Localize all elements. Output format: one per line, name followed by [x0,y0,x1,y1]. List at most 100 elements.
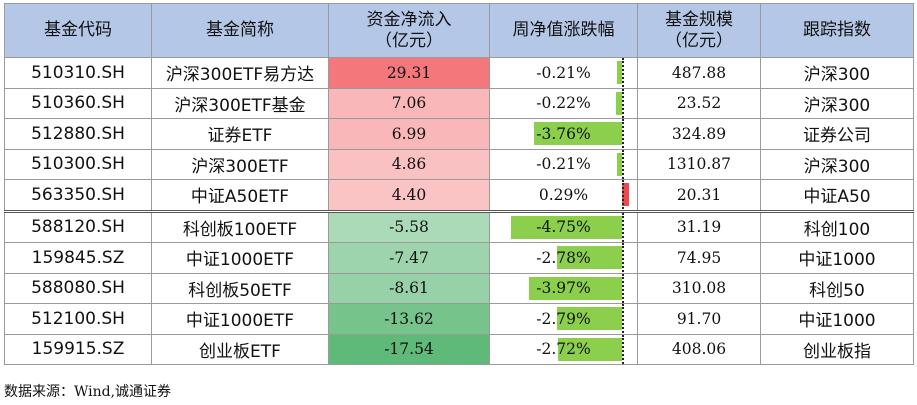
zero-axis-line [621,243,624,273]
fund-size-cell: 31.19 [637,209,761,243]
table-row: 588080.SH 科创板50ETF -8.61 -3.97% 310.08 科创50 [4,272,914,304]
fund-code-cell: 588080.SH [4,272,152,304]
table-row: 563350.SH 中证A50ETF 4.40 0.29% 20.31 中证A50 [4,179,914,212]
fund-code-cell: 510360.SH [4,87,152,119]
fund-code-cell: 512880.SH [4,118,152,150]
weekly-change-bar-area: -2.79% [491,304,637,334]
weekly-change-label: 0.29% [538,185,589,204]
fund-size-cell: 487.88 [637,57,761,89]
weekly-change-bar [616,61,622,85]
zero-axis-line [621,149,624,179]
weekly-change-cell: 0.29% [489,179,638,212]
table-row: 510300.SH 沪深300ETF 4.86 -0.21% 1310.87 沪深300 [4,148,914,180]
header-fund-name: 基金简称 [151,3,329,58]
fund-size-cell: 310.08 [637,272,761,304]
etf-fund-flow-table: 基金代码 基金简称 资金净流入 （亿元） 周净值涨跌幅 基金规模 （亿元） 跟踪… [4,3,914,365]
net-inflow-cell: 4.86 [328,148,490,180]
fund-flow-table-container: 基金代码 基金简称 资金净流入 （亿元） 周净值涨跌幅 基金规模 （亿元） 跟踪… [4,3,914,365]
weekly-change-bar-area: -0.21% [491,58,637,88]
header-net-inflow-line2: （亿元） [375,30,443,51]
tracking-index-cell: 中证1000 [760,242,914,274]
weekly-change-cell: -0.21% [489,57,638,89]
weekly-change-label: -2.78% [536,248,591,267]
fund-size-cell: 324.89 [637,118,761,150]
fund-code-cell: 510310.SH [4,57,152,89]
header-net-inflow-line1: 资金净流入 [366,9,452,30]
zero-axis-line [621,304,624,334]
tracking-index-cell: 科创100 [760,209,914,243]
table-row: 588120.SH 科创板100ETF -5.58 -4.75% 31.19 科创100 [4,209,914,243]
fund-size-cell: 1310.87 [637,148,761,180]
weekly-change-cell: -2.79% [489,303,638,335]
weekly-change-bar [616,152,622,176]
fund-name-cell: 中证1000ETF [151,242,329,274]
header-fund-size: 基金规模 （亿元） [637,3,761,58]
tracking-index-cell: 证券公司 [760,118,914,150]
fund-size-cell: 23.52 [637,87,761,119]
fund-name-cell: 中证1000ETF [151,303,329,335]
fund-code-cell: 588120.SH [4,209,152,243]
fund-name-cell: 沪深300ETF [151,148,329,180]
weekly-change-cell: -3.76% [489,118,638,150]
weekly-change-label: -2.72% [536,340,591,359]
zero-axis-line [621,119,624,149]
weekly-change-label: -0.21% [536,63,591,82]
net-inflow-cell: 4.40 [328,179,490,212]
zero-axis-line [621,334,624,364]
zero-axis-line [621,213,624,242]
fund-code-cell: 159915.SZ [4,333,152,365]
weekly-change-bar [556,307,622,331]
weekly-change-cell: -4.75% [489,209,638,243]
table-header-row: 基金代码 基金简称 资金净流入 （亿元） 周净值涨跌幅 基金规模 （亿元） 跟踪… [4,3,914,58]
table-row: 512100.SH 中证1000ETF -13.62 -2.79% 91.70 中证100… [4,303,914,335]
tracking-index-cell: 科创50 [760,272,914,304]
table-row: 159915.SZ 创业板ETF -17.54 -2.72% 408.06 创业板指 [4,333,914,365]
weekly-change-cell: -0.21% [489,148,638,180]
net-inflow-cell: -8.61 [328,272,490,304]
header-fund-size-line1: 基金规模 [665,9,733,30]
fund-size-cell: 20.31 [637,179,761,212]
zero-axis-line [621,88,624,118]
net-inflow-cell: -5.58 [328,209,490,243]
weekly-change-bar [616,91,622,115]
weekly-change-bar-area: -2.78% [491,243,637,273]
fund-code-cell: 512100.SH [4,303,152,335]
weekly-change-bar [557,246,622,270]
fund-name-cell: 中证A50ETF [151,179,329,212]
fund-name-cell: 沪深300ETF基金 [151,87,329,119]
net-inflow-cell: -7.47 [328,242,490,274]
weekly-change-bar [558,337,622,361]
weekly-change-bar-area: -3.76% [491,119,637,149]
tracking-index-cell: 沪深300 [760,57,914,89]
weekly-change-bar [534,122,622,146]
weekly-change-bar [621,183,629,207]
fund-code-cell: 510300.SH [4,148,152,180]
net-inflow-cell: 29.31 [328,57,490,89]
weekly-change-label: -0.21% [536,155,591,174]
weekly-change-cell: -2.72% [489,333,638,365]
weekly-change-cell: -3.97% [489,272,638,304]
zero-axis-line [621,273,624,303]
tracking-index-cell: 中证1000 [760,303,914,335]
weekly-change-label: -3.97% [536,279,591,298]
weekly-change-bar-area: -0.21% [491,149,637,179]
weekly-change-bar-area: -4.75% [491,213,637,242]
header-net-inflow: 资金净流入 （亿元） [328,3,490,58]
table-row: 510310.SH 沪深300ETF易方达 29.31 -0.21% 487.88 沪深3… [4,57,914,89]
fund-code-cell: 563350.SH [4,179,152,212]
header-fund-code: 基金代码 [4,3,152,58]
table-row: 510360.SH 沪深300ETF基金 7.06 -0.22% 23.52 沪深300 [4,87,914,119]
tracking-index-cell: 沪深300 [760,148,914,180]
net-inflow-cell: 7.06 [328,87,490,119]
data-source-note: 数据来源：Wind,诚通证券 [4,384,172,400]
fund-size-cell: 74.95 [637,242,761,274]
weekly-change-bar [529,276,622,300]
tracking-index-cell: 中证A50 [760,179,914,212]
weekly-change-cell: -2.78% [489,242,638,274]
fund-name-cell: 科创板100ETF [151,209,329,243]
fund-name-cell: 创业板ETF [151,333,329,365]
fund-name-cell: 沪深300ETF易方达 [151,57,329,89]
fund-name-cell: 科创板50ETF [151,272,329,304]
header-tracking-index: 跟踪指数 [760,3,914,58]
weekly-change-cell: -0.22% [489,87,638,119]
